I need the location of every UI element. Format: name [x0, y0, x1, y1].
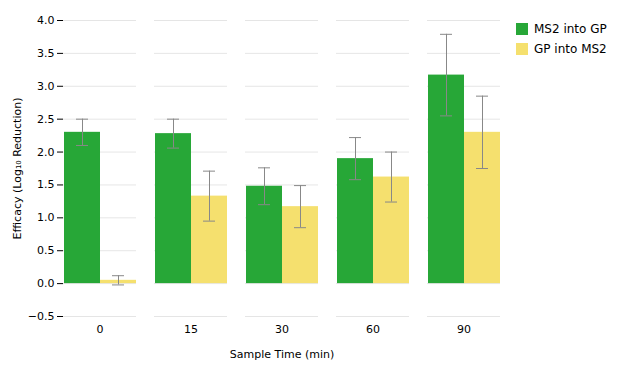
svg-text:90: 90 — [457, 323, 471, 336]
svg-text:4.0: 4.0 — [37, 14, 55, 27]
svg-text:15: 15 — [184, 323, 198, 336]
svg-text:−0.5: −0.5 — [28, 310, 55, 323]
html-text:GP into MS2: GP into MS2 — [534, 42, 607, 56]
svg-text:60: 60 — [366, 323, 380, 336]
svg-text:0.0: 0.0 — [37, 277, 55, 290]
html-text:MS2 into GP: MS2 into GP — [534, 22, 607, 36]
svg-text:0.5: 0.5 — [37, 244, 55, 257]
svg-text:3.0: 3.0 — [37, 80, 55, 93]
svg-text:2.0: 2.0 — [37, 146, 55, 159]
svg-text:1.0: 1.0 — [37, 211, 55, 224]
svg-text:0: 0 — [97, 323, 104, 336]
svg-text:1.5: 1.5 — [37, 178, 55, 191]
svg-text:2.5: 2.5 — [37, 113, 55, 126]
svg-text:30: 30 — [275, 323, 289, 336]
svg-text:Sample Time (min): Sample Time (min) — [230, 348, 334, 361]
svg-text:3.5: 3.5 — [37, 47, 55, 60]
svg-text:Efficacy (Log₁₀ Reduction): Efficacy (Log₁₀ Reduction) — [11, 98, 24, 240]
